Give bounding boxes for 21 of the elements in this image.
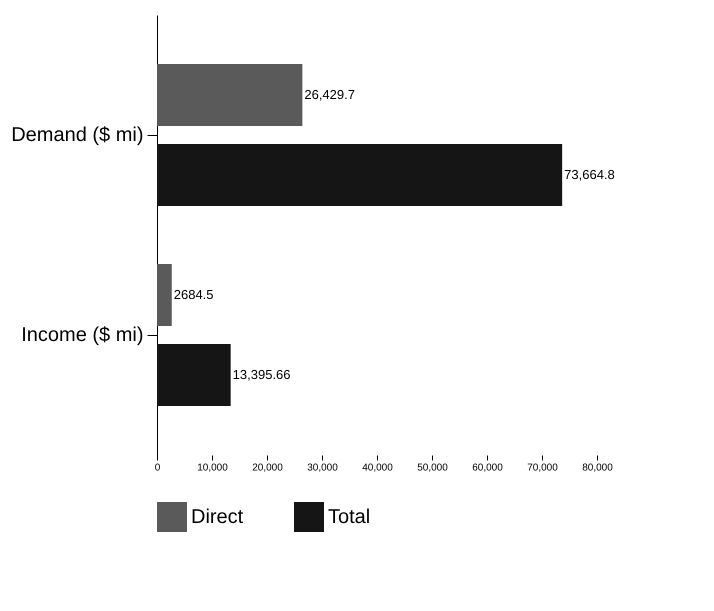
x-tick-label: 70,000 <box>527 462 558 474</box>
bar <box>157 64 302 126</box>
data-label: 73,664.8 <box>564 167 615 182</box>
x-tick-label: 20,000 <box>252 462 284 474</box>
x-tick-label: 0 <box>154 462 161 474</box>
data-label: 2684.5 <box>174 287 214 302</box>
data-label: 26,429.7 <box>304 87 355 102</box>
x-tick-label: 10,000 <box>197 462 228 474</box>
bar <box>157 344 231 406</box>
x-tick-label: 40,000 <box>362 462 394 474</box>
y-tick-label: Demand ($ mi) <box>11 124 144 146</box>
x-tick-label: 50,000 <box>417 462 448 474</box>
data-label: 13,395.66 <box>232 367 291 382</box>
legend-label: Direct <box>191 506 244 528</box>
legend-label: Total <box>328 506 370 528</box>
x-tick-label: 30,000 <box>307 462 338 474</box>
x-tick-label: 60,000 <box>472 462 504 474</box>
x-tick-label: 80,000 <box>582 462 614 474</box>
bar <box>157 144 562 206</box>
y-tick-label: Income ($ mi) <box>21 324 144 346</box>
bar <box>157 264 172 326</box>
